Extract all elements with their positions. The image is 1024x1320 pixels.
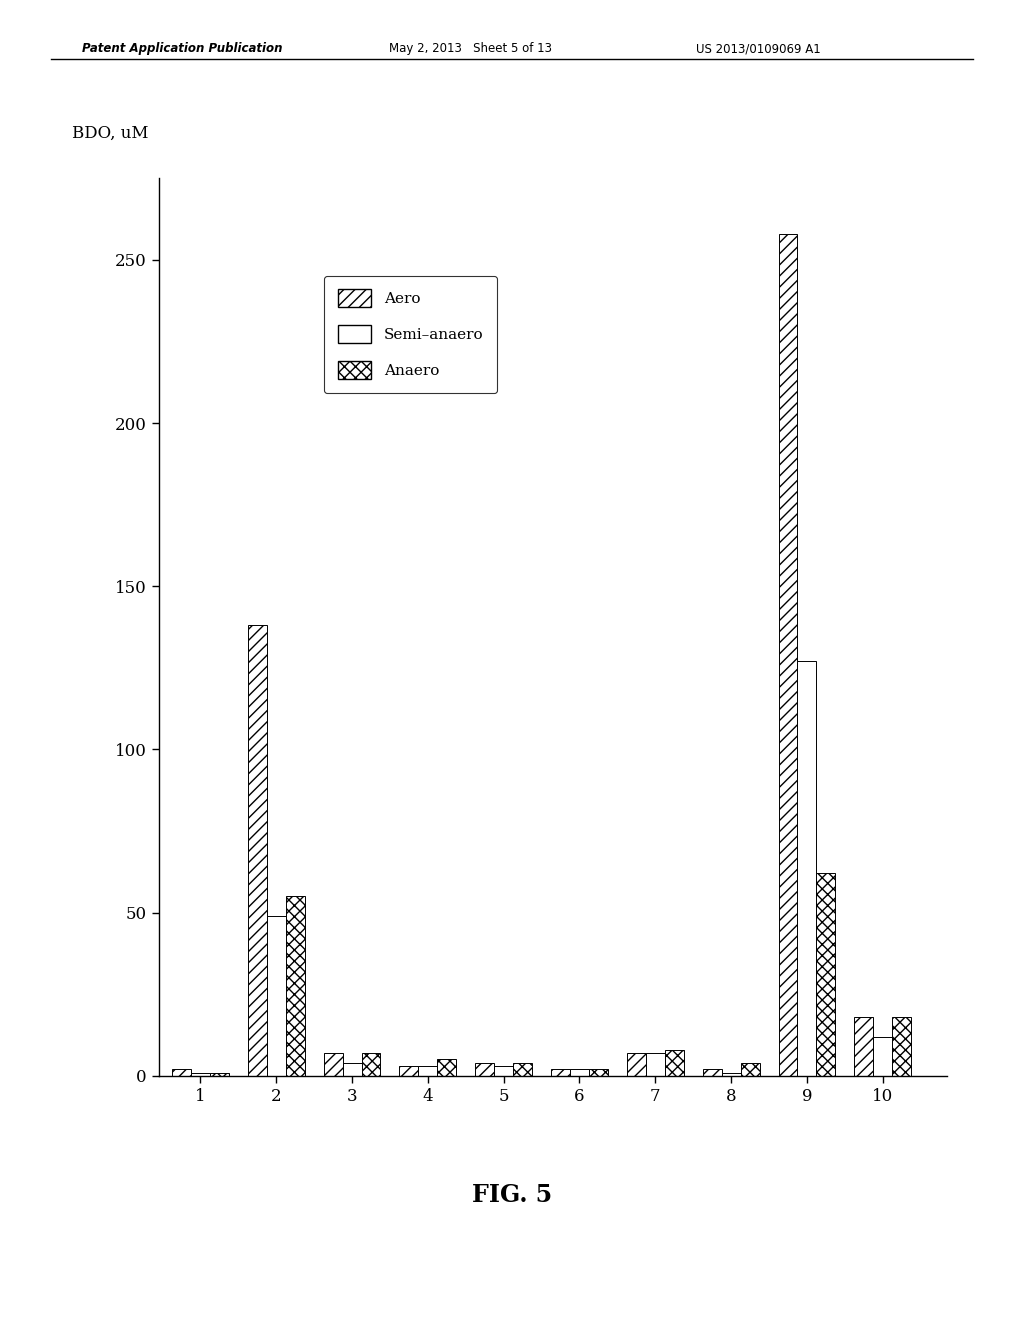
Bar — [816, 874, 836, 1076]
Bar — [343, 1063, 361, 1076]
Bar — [419, 1067, 437, 1076]
Text: US 2013/0109069 A1: US 2013/0109069 A1 — [696, 42, 821, 55]
Text: May 2, 2013   Sheet 5 of 13: May 2, 2013 Sheet 5 of 13 — [389, 42, 552, 55]
Bar — [722, 1073, 740, 1076]
Bar — [190, 1073, 210, 1076]
Text: Patent Application Publication: Patent Application Publication — [82, 42, 283, 55]
Bar — [172, 1069, 190, 1076]
Bar — [892, 1016, 911, 1076]
Bar — [589, 1069, 608, 1076]
Legend: Aero, Semi–anaero, Anaero: Aero, Semi–anaero, Anaero — [324, 276, 497, 393]
Bar — [248, 626, 267, 1076]
Bar — [210, 1073, 228, 1076]
Bar — [854, 1016, 873, 1076]
Bar — [495, 1067, 513, 1076]
Bar — [627, 1053, 646, 1076]
Bar — [267, 916, 286, 1076]
Bar — [551, 1069, 570, 1076]
Bar — [437, 1060, 457, 1076]
Text: BDO, uM: BDO, uM — [72, 125, 148, 143]
Bar — [702, 1069, 722, 1076]
Bar — [778, 234, 798, 1076]
Bar — [570, 1069, 589, 1076]
Bar — [740, 1063, 760, 1076]
Bar — [646, 1053, 665, 1076]
Bar — [873, 1036, 892, 1076]
Bar — [324, 1053, 343, 1076]
Bar — [798, 661, 816, 1076]
Bar — [513, 1063, 532, 1076]
Text: FIG. 5: FIG. 5 — [472, 1183, 552, 1206]
Bar — [399, 1067, 419, 1076]
Bar — [361, 1053, 381, 1076]
Bar — [286, 896, 305, 1076]
Bar — [475, 1063, 495, 1076]
Bar — [665, 1049, 684, 1076]
